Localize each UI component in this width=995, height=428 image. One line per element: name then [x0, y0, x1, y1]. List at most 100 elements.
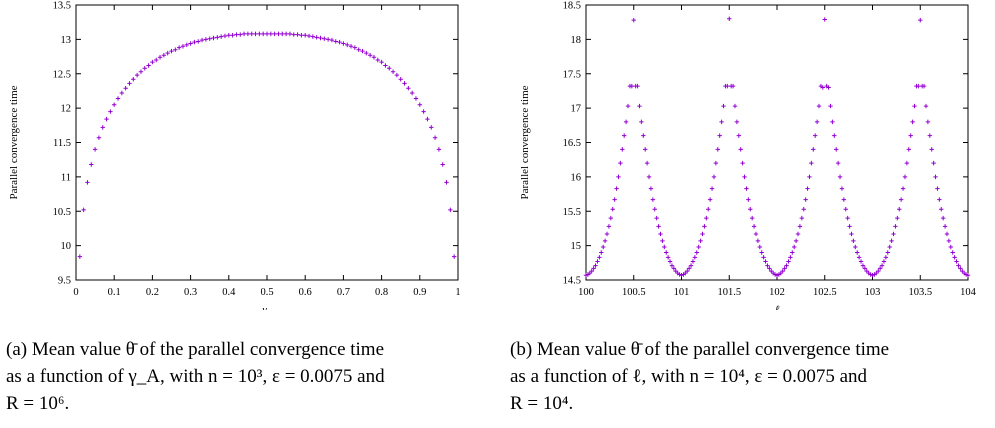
data-point — [291, 32, 296, 37]
data-point — [725, 83, 730, 89]
data-point — [788, 255, 793, 260]
data-point — [203, 37, 209, 42]
data-point — [432, 135, 438, 140]
data-point — [748, 206, 753, 212]
data-point — [112, 102, 117, 107]
data-point — [732, 103, 738, 109]
data-point — [820, 85, 826, 90]
data-point — [184, 42, 189, 48]
data-point — [367, 52, 373, 58]
data-point — [108, 109, 113, 114]
data-point — [790, 250, 795, 255]
data-point — [921, 83, 927, 89]
y-tick-label: 18 — [571, 35, 582, 46]
data-point — [656, 224, 661, 229]
data-point — [383, 63, 388, 68]
data-point — [329, 37, 335, 43]
data-point — [801, 206, 806, 212]
data-point — [889, 238, 894, 244]
data-point — [230, 33, 235, 38]
y-tick-label: 18.5 — [563, 1, 581, 12]
data-point — [299, 33, 304, 38]
y-tick-label: 10 — [61, 241, 72, 252]
data-point — [925, 119, 931, 125]
data-point — [862, 266, 868, 271]
data-point — [620, 147, 625, 152]
data-point — [906, 147, 911, 152]
data-point — [688, 263, 694, 268]
data-point — [860, 263, 866, 268]
data-point — [669, 263, 675, 268]
data-point — [736, 133, 741, 138]
data-point — [813, 133, 818, 138]
data-point — [264, 31, 270, 37]
data-point — [325, 37, 331, 42]
plot-b-convergence-vs-ell: 100 100.5 101 101.5 102 102.5 103 103.5 104 14.5 1… — [519, 1, 977, 311]
data-point — [310, 34, 316, 39]
caption-b-label: (b) — [510, 339, 533, 360]
data-point — [241, 31, 247, 37]
data-point — [713, 160, 719, 166]
data-point — [616, 174, 621, 180]
data-point — [851, 238, 856, 244]
data-point — [877, 266, 883, 271]
data-point — [816, 103, 822, 109]
data-point — [306, 33, 312, 39]
plot-b-ylabel: Parallel convergence time — [519, 85, 531, 199]
data-point — [879, 263, 885, 268]
plot-a-xlabel: γA — [262, 304, 271, 310]
data-point — [830, 119, 835, 125]
y-tick-label: 12 — [61, 104, 72, 115]
data-point — [643, 147, 648, 152]
data-point — [176, 45, 182, 50]
data-point — [942, 224, 948, 229]
data-point — [165, 50, 170, 56]
data-point — [131, 77, 136, 82]
data-point — [881, 259, 887, 264]
data-point — [940, 215, 946, 221]
data-point — [826, 85, 831, 90]
x-tick-label: 104 — [960, 287, 977, 298]
data-point — [192, 39, 197, 45]
data-point — [260, 31, 266, 37]
data-point — [843, 206, 848, 212]
x-tick-label: 0.4 — [222, 287, 236, 298]
data-point — [918, 17, 923, 23]
data-point — [625, 103, 631, 109]
data-point — [646, 174, 652, 180]
data-point — [77, 254, 83, 259]
y-tick-label: 10.5 — [53, 207, 71, 218]
caption-b-line-3: R = 10⁴. — [510, 393, 574, 414]
data-point — [929, 147, 934, 152]
data-point — [154, 57, 159, 63]
data-point — [218, 34, 224, 39]
data-point — [910, 119, 915, 125]
data-point — [715, 147, 720, 152]
data-point — [322, 36, 327, 41]
data-point — [341, 41, 346, 46]
data-point — [650, 197, 656, 202]
data-point — [767, 266, 772, 271]
data-point — [623, 119, 629, 125]
plot-a-ylabel: Parallel convergence time — [8, 85, 20, 199]
data-point — [364, 50, 369, 56]
data-point — [948, 244, 954, 250]
data-point — [352, 45, 358, 50]
data-point — [196, 39, 201, 44]
data-point — [390, 69, 396, 74]
y-tick-label: 12.5 — [53, 69, 71, 80]
x-tick-label: 103 — [865, 287, 881, 298]
data-point — [425, 116, 430, 122]
data-point — [759, 250, 764, 255]
y-tick-label: 17.5 — [563, 69, 581, 80]
data-point — [692, 255, 698, 260]
data-point — [855, 250, 860, 255]
plot-a-points — [77, 31, 457, 259]
data-point — [146, 63, 151, 68]
data-point — [717, 133, 722, 138]
data-point — [937, 197, 942, 202]
data-point — [119, 90, 125, 96]
data-point — [700, 231, 705, 237]
data-point — [398, 77, 403, 82]
data-point — [858, 259, 864, 264]
